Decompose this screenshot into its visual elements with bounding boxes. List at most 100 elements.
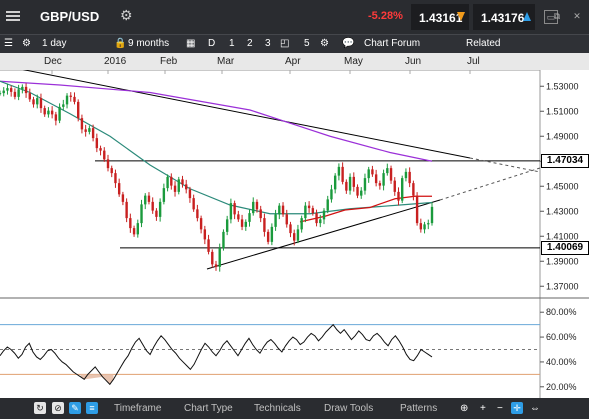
- range-select[interactable]: 9 months: [128, 38, 170, 49]
- candle-body: [222, 231, 225, 249]
- candle-body: [177, 179, 180, 192]
- month-label: Feb: [160, 56, 178, 67]
- cursor-icon[interactable]: ⚙: [320, 38, 329, 49]
- candle-body: [330, 189, 333, 200]
- candle-body: [237, 214, 240, 220]
- period-2-button[interactable]: 2: [247, 38, 253, 49]
- candle-body: [285, 214, 288, 225]
- zoom-icon[interactable]: ⊕: [460, 403, 469, 414]
- rsi-tick-label: 40.00%: [546, 357, 577, 367]
- candle-body: [99, 148, 102, 151]
- count-label: 5: [304, 38, 310, 49]
- window-restore-icon[interactable]: ▭: [544, 10, 558, 24]
- tab-draw-tools[interactable]: Draw Tools: [324, 403, 374, 414]
- candle-body: [147, 195, 151, 202]
- layout-icon[interactable]: ◰: [280, 38, 290, 49]
- timeframe-select[interactable]: 1 day: [42, 38, 67, 49]
- tab-patterns[interactable]: Patterns: [400, 403, 438, 414]
- bottom-toolbar: ↻ ⊘ ✎ ≡ Timeframe Chart Type Technicals …: [0, 398, 589, 419]
- candle-body: [274, 214, 277, 227]
- layers-icon[interactable]: ≡: [86, 402, 98, 414]
- candle-body: [129, 218, 132, 229]
- candle-body: [382, 173, 385, 186]
- candle-body: [419, 223, 423, 230]
- candle-body: [240, 219, 244, 227]
- candle-body: [17, 89, 20, 97]
- close-icon[interactable]: ✕: [573, 11, 581, 21]
- month-label: May: [344, 56, 363, 67]
- chat-icon: 💬: [342, 38, 355, 49]
- candle-body: [6, 88, 9, 91]
- no-icon[interactable]: ⊘: [52, 402, 64, 414]
- resistance-price-tag: 1.47034: [541, 153, 589, 168]
- rsi-tick-label: 60.00%: [546, 332, 577, 342]
- candle-body: [322, 210, 326, 220]
- down-trendline: [22, 70, 471, 159]
- popout-icon[interactable]: ⧉: [553, 11, 561, 21]
- candle-body: [58, 106, 61, 121]
- candle-body: [151, 201, 154, 211]
- ask-price: 1.43176: [481, 11, 525, 25]
- gear-icon[interactable]: ⚙: [120, 7, 133, 23]
- title-bar: GBP/USD ⚙ -5.28% 1.43161 1.43176 ▭ ⧉ ✕: [0, 0, 589, 34]
- symbol-label[interactable]: GBP/USD: [40, 9, 100, 24]
- candle-body: [427, 223, 430, 225]
- candle-body: [32, 99, 35, 105]
- chart-toolbar: ☰ ⚙ 1 day 🔒 9 months ▦ D 1 2 3 ◰ 5 ⚙ 💬 C…: [0, 34, 589, 53]
- crosshair-icon[interactable]: ✛: [511, 402, 523, 414]
- candle-body: [263, 218, 266, 232]
- refresh-icon[interactable]: ↻: [34, 402, 46, 414]
- candle-body: [65, 95, 69, 105]
- candle-body: [73, 96, 76, 102]
- price-chart[interactable]: 1.530001.510001.490001.470001.450001.430…: [0, 70, 589, 398]
- candle-body: [80, 118, 84, 130]
- rsi-oversold-fill: [80, 374, 114, 385]
- candle-body: [54, 114, 58, 121]
- pencil-icon[interactable]: ✎: [69, 402, 81, 414]
- candle-body: [367, 169, 370, 179]
- candle-body: [218, 248, 221, 267]
- rsi-line: [0, 323, 433, 386]
- list-icon[interactable]: ☰: [4, 38, 13, 49]
- candle-body: [337, 166, 341, 176]
- zoom-in-icon[interactable]: +: [480, 403, 486, 414]
- ask-price-box[interactable]: 1.43176: [473, 4, 535, 30]
- period-3-button[interactable]: 3: [265, 38, 271, 49]
- period-1-button[interactable]: 1: [229, 38, 235, 49]
- tab-timeframe[interactable]: Timeframe: [114, 403, 162, 414]
- candle-body: [181, 179, 184, 185]
- candle-body: [36, 98, 39, 105]
- scale-icon[interactable]: ⇔: [530, 403, 540, 414]
- zoom-out-icon[interactable]: −: [497, 403, 503, 414]
- calendar-icon[interactable]: ▦: [186, 38, 196, 49]
- chart-forum-button[interactable]: Chart Forum: [364, 38, 421, 49]
- candle-body: [9, 88, 13, 92]
- candle-body: [374, 174, 378, 184]
- candle-body: [415, 195, 419, 224]
- candle-body: [229, 203, 233, 220]
- arrow-up-icon: [523, 12, 531, 21]
- candle-body: [106, 159, 110, 169]
- candle-body: [199, 218, 203, 230]
- bid-price-box[interactable]: 1.43161: [411, 4, 469, 30]
- candle-body: [162, 188, 166, 202]
- candle-body: [326, 199, 329, 211]
- menu-icon[interactable]: [6, 9, 20, 23]
- period-d-button[interactable]: D: [208, 38, 216, 49]
- candle-body: [393, 180, 396, 192]
- candle-body: [371, 169, 374, 175]
- up-trendline: [206, 199, 441, 270]
- candle-body: [345, 181, 348, 191]
- candle-body: [0, 93, 2, 95]
- candle-body: [77, 101, 80, 119]
- candle-body: [117, 183, 121, 195]
- candle-body: [214, 264, 218, 267]
- related-button[interactable]: Related: [466, 38, 501, 49]
- settings-icon[interactable]: ⚙: [22, 38, 31, 49]
- tab-chart-type[interactable]: Chart Type: [184, 403, 233, 414]
- candle-body: [132, 228, 136, 235]
- candle-body: [281, 205, 285, 215]
- month-label: Apr: [285, 56, 301, 67]
- tab-technicals[interactable]: Technicals: [254, 403, 301, 414]
- change-percent: -5.28%: [368, 10, 403, 22]
